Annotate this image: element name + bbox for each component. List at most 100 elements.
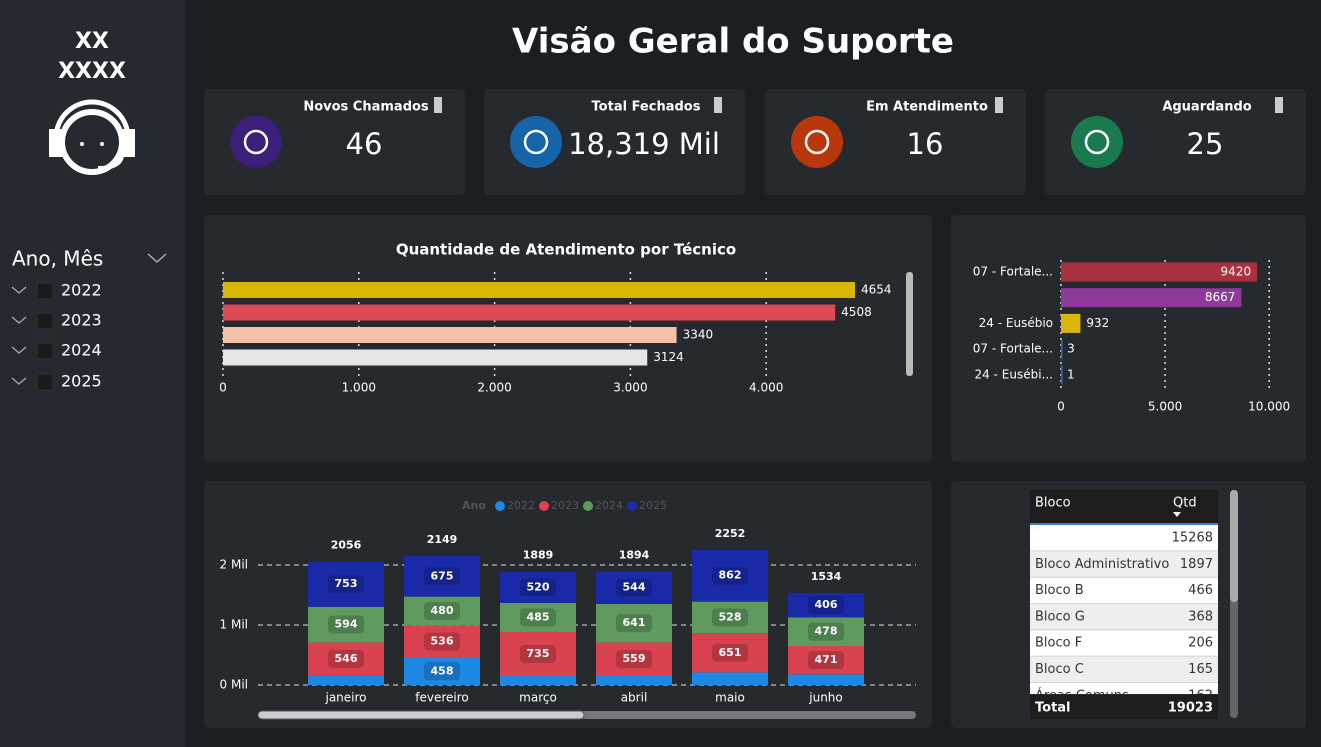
value-label: 651 bbox=[719, 646, 742, 659]
focus-icon bbox=[434, 97, 442, 113]
sidebar bbox=[0, 0, 185, 747]
y-tick-label: 1 Mil bbox=[220, 618, 248, 632]
focus-icon bbox=[1275, 97, 1283, 113]
legend-marker bbox=[539, 501, 549, 511]
value-label: 480 bbox=[431, 604, 454, 617]
legend-marker bbox=[627, 501, 637, 511]
checkbox[interactable] bbox=[36, 282, 54, 300]
category-label: 07 - Fortale... bbox=[973, 342, 1053, 356]
legend-marker bbox=[495, 501, 505, 511]
filter-chevron[interactable] bbox=[147, 253, 167, 264]
focus-icon bbox=[995, 97, 1003, 113]
total-label: 2149 bbox=[427, 533, 458, 546]
total-label: Total bbox=[1035, 701, 1071, 716]
table-cell: 162 bbox=[1188, 688, 1213, 703]
bar-segment bbox=[500, 602, 576, 632]
table-row bbox=[1030, 682, 1218, 694]
bar-segment bbox=[692, 601, 768, 634]
x-tick-label: 3.000 bbox=[613, 381, 647, 395]
value-label: 546 bbox=[335, 652, 358, 665]
value-label: 594 bbox=[335, 618, 358, 631]
chart-card bbox=[951, 215, 1306, 462]
bar-segment bbox=[692, 633, 768, 673]
table-row bbox=[1030, 603, 1218, 630]
value-label: 862 bbox=[719, 569, 742, 582]
value-label: 675 bbox=[431, 569, 454, 582]
x-tick-label: junho bbox=[808, 691, 843, 705]
bar bbox=[1061, 288, 1242, 308]
table-cell: 15268 bbox=[1172, 531, 1213, 546]
total-value: 19023 bbox=[1168, 701, 1213, 716]
bar bbox=[223, 304, 836, 321]
value-label: 9420 bbox=[1221, 265, 1252, 279]
kpi-icon bbox=[1071, 116, 1123, 168]
expand-chevron bbox=[11, 316, 27, 324]
kpi-icon-glyph bbox=[243, 129, 269, 155]
value-label: 458 bbox=[431, 664, 454, 677]
bar-segment bbox=[308, 642, 384, 676]
category-label: 24 - Eusébio bbox=[979, 316, 1053, 330]
label-background bbox=[424, 567, 460, 586]
bar bbox=[1061, 313, 1081, 333]
scrollbar-thumb[interactable] bbox=[257, 710, 585, 720]
x-tick-label: 1.000 bbox=[342, 381, 376, 395]
value-label: 932 bbox=[1086, 316, 1109, 330]
table-header bbox=[1030, 490, 1218, 524]
label-background bbox=[616, 578, 652, 597]
year-option: 2025 bbox=[61, 372, 102, 391]
label-background bbox=[424, 662, 460, 681]
kpi-card bbox=[765, 89, 1026, 195]
label-background bbox=[424, 632, 460, 651]
column-header: Qtd bbox=[1173, 496, 1197, 511]
kpi-card bbox=[204, 89, 465, 195]
x-tick-label: 5.000 bbox=[1148, 400, 1182, 414]
bar-segment bbox=[404, 657, 480, 685]
kpi-label: Aguardando bbox=[1162, 100, 1251, 115]
bar-segment bbox=[404, 625, 480, 658]
value-label: 641 bbox=[623, 616, 646, 629]
kpi-icon-glyph bbox=[1084, 129, 1110, 155]
value-label: 1 bbox=[1067, 367, 1075, 381]
bar-segment bbox=[500, 631, 576, 677]
bar-segment bbox=[308, 675, 384, 685]
table-cell: Bloco G bbox=[1035, 609, 1085, 624]
headset-icon bbox=[49, 99, 135, 175]
table-cell: 1897 bbox=[1180, 557, 1213, 572]
kpi-label: Em Atendimento bbox=[866, 100, 988, 115]
table-cell: Áreas Comuns bbox=[1035, 687, 1129, 703]
checkbox[interactable] bbox=[36, 373, 54, 391]
label-background bbox=[520, 578, 556, 597]
scrollbar-thumb[interactable] bbox=[1230, 490, 1238, 602]
value-label: 4508 bbox=[841, 305, 872, 319]
kpi-card bbox=[484, 89, 745, 195]
value-label: 485 bbox=[527, 610, 550, 623]
kpi-icon bbox=[791, 116, 843, 168]
value-label: 544 bbox=[623, 581, 646, 594]
kpi-value: 46 bbox=[346, 127, 383, 161]
scrollbar[interactable] bbox=[906, 272, 913, 376]
table-total-row bbox=[1030, 695, 1218, 719]
total-label: 1534 bbox=[811, 570, 842, 583]
label-background bbox=[328, 575, 364, 594]
kpi-label: Novos Chamados bbox=[303, 100, 429, 115]
bar-segment bbox=[788, 617, 864, 646]
checkbox[interactable] bbox=[36, 342, 54, 360]
bar bbox=[1061, 365, 1063, 385]
sort-indicator bbox=[1173, 512, 1181, 517]
kpi-card bbox=[1045, 89, 1306, 195]
label-background bbox=[712, 608, 748, 627]
y-tick-label: 2 Mil bbox=[220, 558, 248, 572]
bar-segment bbox=[308, 606, 384, 643]
kpi-value: 18,319 Mil bbox=[568, 127, 720, 161]
table-cell: Bloco F bbox=[1035, 636, 1082, 651]
bar bbox=[1061, 262, 1258, 282]
label-background bbox=[328, 649, 364, 668]
table-row bbox=[1030, 525, 1218, 551]
category-label: 24 - Eusébi... bbox=[975, 367, 1053, 381]
legend-label: 2025 bbox=[639, 499, 667, 512]
x-tick-label: fevereiro bbox=[415, 691, 469, 705]
total-label: 1894 bbox=[619, 548, 650, 561]
checkbox[interactable] bbox=[36, 312, 54, 330]
